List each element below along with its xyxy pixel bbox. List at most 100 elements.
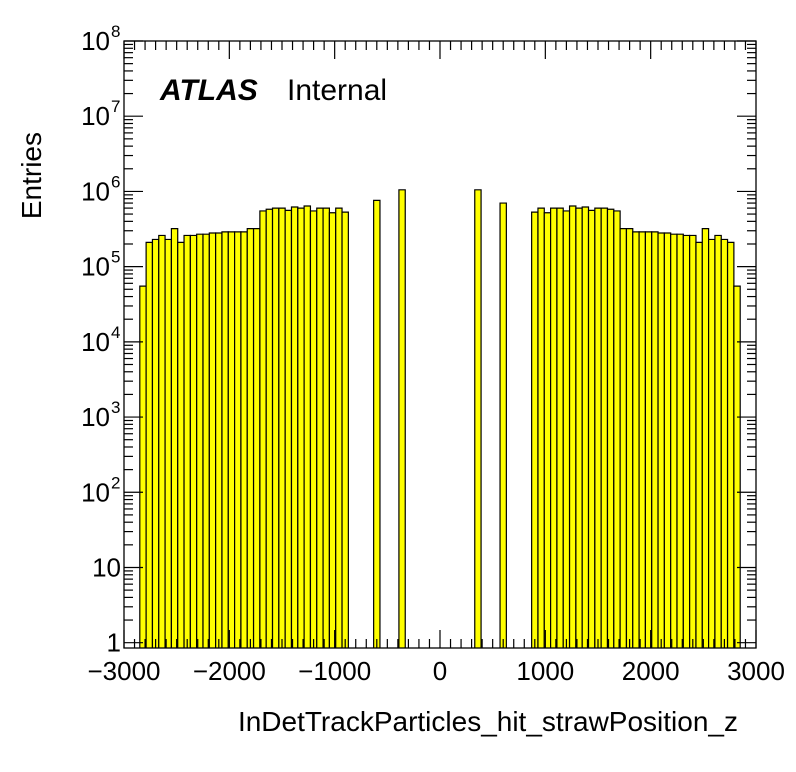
- histogram-bar: [139, 286, 147, 648]
- x-tick-label: 0: [433, 656, 447, 686]
- histogram-bar: [215, 233, 222, 648]
- histogram-bar: [645, 231, 652, 648]
- histogram-bar: [209, 233, 216, 648]
- y-tick-exponent: 3: [111, 398, 120, 417]
- histogram-bar: [152, 239, 159, 649]
- histogram-bar: [228, 231, 235, 648]
- y-tick-label: 10: [81, 252, 110, 282]
- histogram-bar: [588, 210, 595, 649]
- x-axis-title: InDetTrackParticles_hit_strawPosition_z: [238, 706, 738, 737]
- y-tick-label: 10: [92, 552, 121, 582]
- y-tick-exponent: 6: [111, 172, 120, 191]
- histogram-bar: [266, 209, 273, 648]
- histogram-bar: [620, 228, 627, 649]
- histogram-bar: [177, 242, 185, 649]
- histogram-bar: [500, 203, 507, 648]
- histogram-bar: [721, 239, 728, 649]
- histogram-bar: [575, 208, 583, 648]
- y-tick-label: 1: [107, 628, 121, 658]
- histogram-bar: [190, 235, 197, 648]
- histogram-bar: [556, 208, 564, 648]
- y-tick-exponent: 8: [111, 22, 120, 41]
- histogram-bar-outline: [398, 189, 406, 648]
- histogram-bar-outline: [499, 202, 507, 648]
- histogram-bar-outline: [733, 285, 741, 648]
- histogram-bar: [247, 228, 254, 649]
- histogram-bar: [626, 228, 633, 649]
- histogram-bar: [335, 208, 343, 648]
- axis-ticks: [123, 40, 757, 648]
- histogram-bar: [632, 231, 640, 648]
- x-tick-label: −2000: [193, 656, 266, 686]
- histogram-bar: [158, 235, 166, 648]
- histogram-bar: [310, 210, 317, 649]
- histogram-bar: [658, 233, 665, 648]
- atlas-label: ATLAS: [159, 74, 258, 107]
- histogram-bar: [695, 242, 703, 649]
- histogram-bar: [323, 208, 330, 648]
- histogram-bar: [474, 189, 482, 648]
- x-tick-labels: −3000 −2000 −1000 0 1000 2000 3000: [87, 656, 784, 686]
- histogram-bar: [683, 235, 690, 648]
- histogram-bar: [291, 207, 298, 648]
- y-axis-title: Entries: [16, 132, 47, 219]
- y-tick-label: 10: [81, 477, 110, 507]
- histogram-bar: [714, 235, 722, 648]
- x-tick-label: −1000: [298, 656, 371, 686]
- histogram-bar: [184, 235, 191, 648]
- y-tick-exponent: 2: [111, 473, 120, 492]
- histogram-bar: [594, 208, 602, 648]
- histogram-bar: [304, 206, 311, 648]
- y-tick-exponent: 4: [111, 323, 120, 342]
- histogram-bar: [582, 207, 589, 648]
- histogram-bar: [607, 209, 614, 648]
- histogram-bar-outline: [341, 211, 349, 648]
- histogram-bar: [342, 212, 349, 649]
- histogram-bar: [569, 206, 576, 648]
- histogram-bar: [146, 242, 153, 649]
- x-tick-label: 1000: [516, 656, 574, 686]
- y-tick-exponent: 5: [111, 248, 120, 267]
- histogram-bar: [651, 231, 659, 648]
- histogram-bar: [613, 210, 621, 649]
- histogram-bar: [259, 210, 267, 649]
- x-tick-label: −3000: [87, 656, 160, 686]
- histogram-bar: [203, 234, 210, 648]
- histogram-bar: [165, 239, 172, 649]
- histogram-bar: [196, 234, 203, 648]
- histogram-bar: [601, 208, 608, 648]
- histogram-bar: [316, 208, 324, 648]
- y-tick-label: 10: [81, 402, 110, 432]
- histogram-bar: [689, 235, 696, 648]
- y-tick-label: 10: [81, 26, 110, 56]
- histogram-bar: [677, 234, 684, 648]
- histogram-bar: [272, 208, 279, 648]
- histogram-bar: [639, 231, 646, 648]
- internal-label: Internal: [287, 74, 387, 107]
- histogram-bar: [670, 234, 677, 648]
- histogram-bar: [398, 189, 406, 648]
- histogram-bar: [234, 231, 241, 648]
- x-tick-label: 3000: [727, 656, 785, 686]
- histogram-bar: [221, 231, 229, 648]
- histogram-bar: [733, 286, 741, 648]
- histogram-bar: [537, 208, 545, 648]
- x-tick-label: 2000: [622, 656, 680, 686]
- histogram-bar: [171, 228, 178, 649]
- histogram-bar: [563, 210, 570, 649]
- histogram-bar: [702, 228, 709, 649]
- histogram-bars: [139, 189, 741, 649]
- histogram-bar: [329, 212, 336, 649]
- histogram-bar: [544, 212, 551, 649]
- histogram-bar: [550, 208, 557, 648]
- histogram-bar: [285, 210, 292, 649]
- histogram-bar: [373, 200, 380, 648]
- histogram-bar-outline: [474, 189, 482, 648]
- y-tick-label: 10: [81, 176, 110, 206]
- histogram-bar-outline: [373, 199, 381, 648]
- histogram-bar: [708, 239, 715, 649]
- histogram-bar: [664, 233, 671, 648]
- y-tick-label: 10: [81, 101, 110, 131]
